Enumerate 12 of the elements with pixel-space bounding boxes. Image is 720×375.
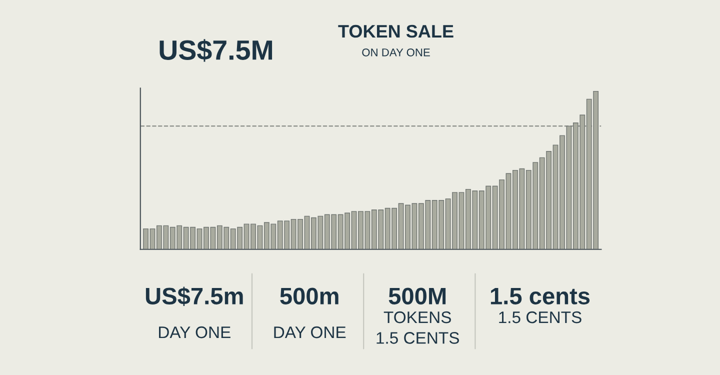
text: DAY ONE [159, 326, 230, 338]
text: US$7.5M [160, 39, 272, 62]
chart-title: TOKEN SALE [338, 24, 454, 38]
text: 1.5 CENTS [376, 332, 459, 344]
text: 500m [280, 288, 338, 304]
text: 1.5 CENTS [499, 311, 582, 324]
text: TOKENS [384, 311, 451, 324]
text: US$7.5m [146, 286, 243, 306]
text: 1.5 cents [490, 288, 590, 304]
text: 500M [388, 288, 446, 304]
text: DAY ONE [274, 326, 346, 338]
chart-subtitle: ON DAY ONE [362, 48, 430, 56]
